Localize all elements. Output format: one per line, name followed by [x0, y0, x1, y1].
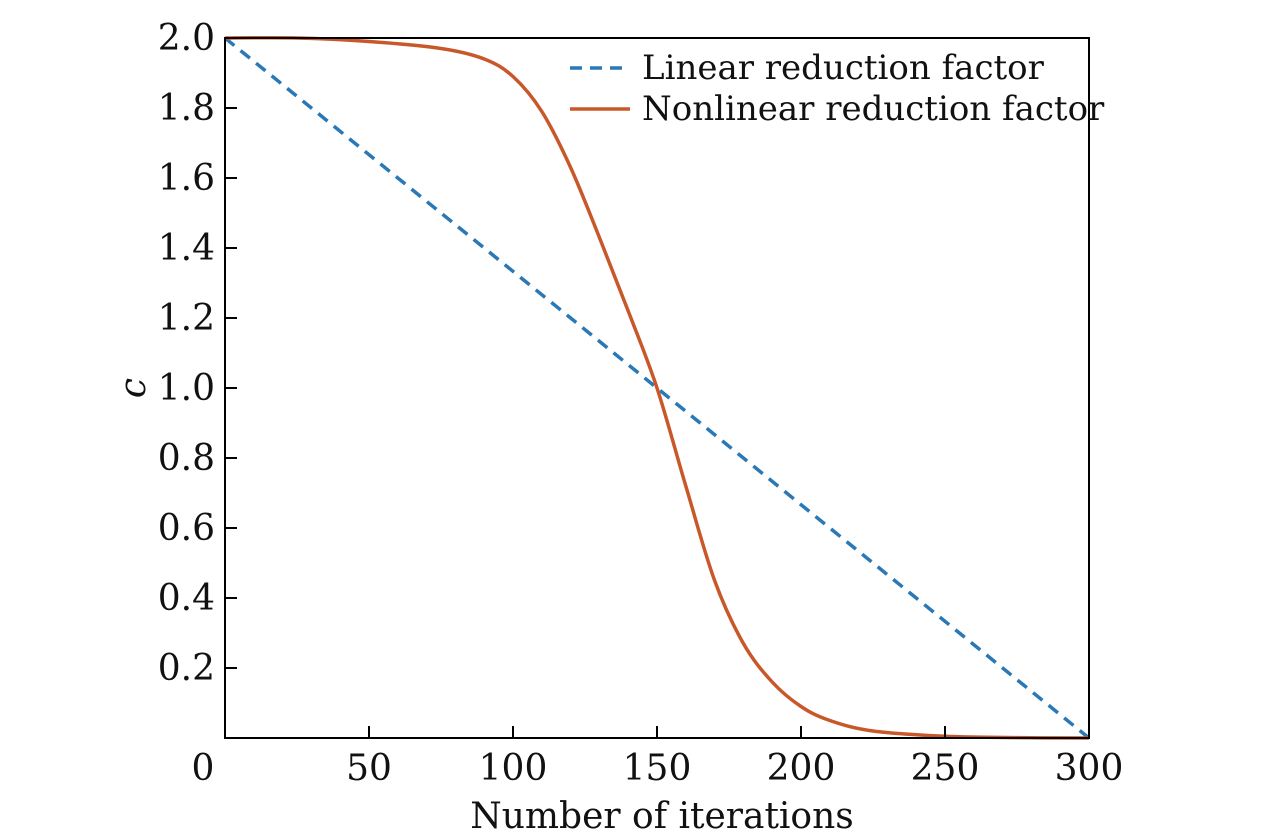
y-tick-label: 0.4	[158, 578, 215, 619]
y-tick-label: 0.8	[158, 438, 215, 479]
x-tick-label: 0	[192, 748, 215, 789]
legend-label: Linear reduction factor	[642, 48, 1045, 88]
legend-label: Nonlinear reduction factor	[642, 89, 1105, 129]
x-tick-label: 250	[911, 748, 980, 789]
series-line-linear	[223, 36, 1091, 740]
x-tick-label: 200	[767, 748, 836, 789]
y-tick-label: 1.2	[158, 298, 215, 339]
series-layer	[223, 35, 1091, 740]
y-axis-label: c	[113, 378, 154, 398]
x-tick-label: 150	[623, 748, 692, 789]
y-axis-ticks: 0.2 0.4 0.6 0.8 1.0 1.2 1.4 1.6 1.8 2.0	[158, 18, 237, 689]
x-axis-ticks: 0 50 100 150 200 250 300	[192, 726, 1124, 789]
series-line-nonlinear	[224, 35, 1090, 740]
y-tick-label: 1.0	[158, 368, 215, 409]
y-tick-label: 0.2	[158, 648, 215, 689]
x-tick-label: 300	[1055, 748, 1124, 789]
x-axis-label: Number of iterations	[470, 796, 854, 833]
y-tick-label: 2.0	[158, 18, 215, 59]
y-tick-label: 1.6	[158, 158, 215, 199]
y-tick-label: 1.8	[158, 88, 215, 129]
x-tick-label: 50	[346, 748, 392, 789]
y-tick-label: 1.4	[158, 228, 215, 269]
y-tick-label: 0.6	[158, 508, 215, 549]
x-tick-label: 100	[479, 748, 548, 789]
